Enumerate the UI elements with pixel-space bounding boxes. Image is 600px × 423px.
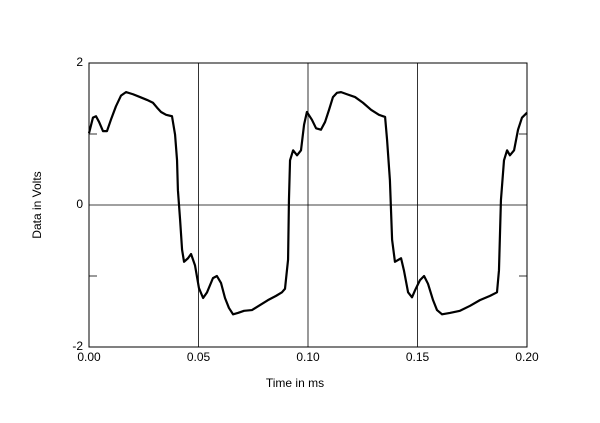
x-tick-label: 0.00 xyxy=(77,350,101,364)
y-tick-label: -2 xyxy=(72,339,83,353)
plot-frame xyxy=(88,62,528,348)
y-axis-label: Data in Volts xyxy=(30,171,44,238)
x-tick-label: 0.15 xyxy=(406,350,430,364)
y-tick-label: 0 xyxy=(76,197,83,211)
x-axis-label: Time in ms xyxy=(266,376,324,390)
x-tick-label: 0.10 xyxy=(296,350,320,364)
waveform-line xyxy=(87,91,528,316)
x-tick-label: 0.20 xyxy=(515,350,539,364)
y-tick-label: 2 xyxy=(76,55,83,69)
x-tick-label: 0.05 xyxy=(187,350,211,364)
